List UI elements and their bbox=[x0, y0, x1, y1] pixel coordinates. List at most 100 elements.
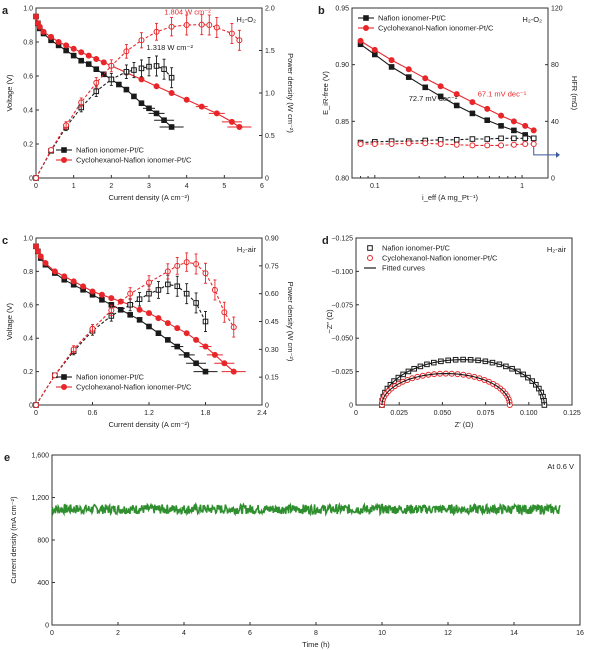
legend-label: Cyclohexanol-Nafion ionomer-Pt/C bbox=[76, 383, 192, 392]
fitted-curve bbox=[381, 373, 511, 406]
y2-tick-label: 80 bbox=[551, 62, 559, 69]
x-tick-label: 1.2 bbox=[144, 410, 154, 417]
legend-marker bbox=[367, 245, 373, 251]
x-tick-label: 0 bbox=[34, 410, 38, 417]
y2-tick-label: 1.0 bbox=[265, 91, 275, 98]
x-tick-label: 3 bbox=[147, 183, 151, 190]
data-point bbox=[123, 86, 130, 93]
peak-label: 1.804 W cm⁻² bbox=[164, 8, 211, 17]
data-point bbox=[131, 93, 137, 100]
panel-annotation: H₂-air bbox=[237, 245, 257, 254]
x-tick-label: 16 bbox=[576, 630, 584, 637]
data-point bbox=[510, 118, 517, 125]
y-tick-label: −0.125 bbox=[331, 236, 353, 243]
panel-annotation: H₂-O₂ bbox=[522, 15, 542, 24]
stability-trace bbox=[51, 501, 561, 517]
series-line bbox=[360, 40, 534, 131]
y-tick-label: 0.2 bbox=[23, 369, 33, 376]
data-point bbox=[371, 46, 378, 53]
series-line bbox=[360, 142, 534, 146]
legend-marker bbox=[61, 147, 67, 153]
y2-tick-label: 1.5 bbox=[265, 48, 275, 55]
data-point bbox=[453, 141, 460, 148]
panel-label-c: c bbox=[2, 235, 8, 247]
data-point bbox=[164, 320, 171, 327]
x-tick-label: 1.8 bbox=[201, 410, 211, 417]
y2-tick-label: 0.15 bbox=[265, 375, 279, 382]
x-tick-label: 0.1 bbox=[370, 183, 380, 190]
legend-label: Cyclohexanol-Nafion ionomer-Pt/C bbox=[76, 156, 192, 165]
legend-label: Nafion ionomer-Pt/C bbox=[76, 146, 145, 155]
series-line bbox=[35, 246, 235, 373]
data-point bbox=[93, 66, 100, 73]
x-tick-label: 0 bbox=[50, 630, 54, 637]
fitted-curve bbox=[381, 359, 545, 406]
y2-tick-label: 0.30 bbox=[265, 347, 279, 354]
slope-label: 72.7 mV dec⁻¹ bbox=[409, 94, 458, 103]
series-line bbox=[360, 137, 534, 144]
data-point bbox=[85, 61, 92, 67]
data-point bbox=[70, 278, 77, 285]
x-tick-label: 4 bbox=[185, 183, 189, 190]
series-line bbox=[35, 24, 240, 179]
y2-tick-label: 0.75 bbox=[265, 263, 279, 270]
data-point bbox=[522, 122, 529, 129]
data-point bbox=[183, 96, 190, 103]
plot-frame-e bbox=[51, 454, 581, 626]
data-point bbox=[484, 117, 491, 124]
data-point bbox=[437, 83, 444, 90]
legend-label: Nafion ionomer-Pt/C bbox=[76, 373, 145, 382]
data-point bbox=[484, 142, 491, 149]
legend-label: Nafion ionomer-Pt/C bbox=[382, 244, 451, 253]
data-point bbox=[37, 253, 44, 260]
x-tick-label: 0.075 bbox=[477, 410, 495, 417]
y2-tick-label: 0.90 bbox=[265, 236, 279, 243]
y-tick-label: 0 bbox=[45, 623, 49, 630]
x-tick-label: 8 bbox=[314, 630, 318, 637]
legend-marker bbox=[363, 25, 369, 31]
y2-tick-label: 40 bbox=[551, 119, 559, 126]
data-point bbox=[155, 330, 162, 336]
panel-annotation: At 0.6 V bbox=[547, 462, 574, 471]
data-point bbox=[117, 307, 124, 313]
data-point bbox=[522, 135, 528, 142]
data-point bbox=[138, 100, 145, 107]
legend-label: Nafion ionomer-Pt/C bbox=[378, 14, 447, 23]
data-point bbox=[63, 47, 69, 54]
x-tick-label: 6 bbox=[260, 183, 264, 190]
data-point bbox=[48, 33, 55, 40]
y-axis-label: −Z″ (Ω) bbox=[325, 309, 334, 334]
x-tick-label: 0.050 bbox=[434, 410, 452, 417]
y-tick-label: −0.100 bbox=[331, 269, 353, 276]
data-point bbox=[498, 135, 504, 142]
data-point bbox=[405, 74, 412, 80]
data-point bbox=[530, 141, 537, 147]
x-tick-label: 0.025 bbox=[390, 410, 408, 417]
data-point bbox=[469, 142, 476, 149]
y-tick-label: 800 bbox=[37, 538, 49, 545]
legend-marker bbox=[61, 384, 67, 390]
y-tick-label: 0.4 bbox=[23, 108, 33, 115]
y-tick-label: 1,200 bbox=[31, 495, 49, 502]
y-tick-label: 0.90 bbox=[335, 62, 349, 69]
x-tick-label: 0.100 bbox=[520, 410, 538, 417]
panel-label-b: b bbox=[318, 5, 325, 17]
data-point bbox=[136, 317, 143, 323]
x-axis-label: Z′ (Ω) bbox=[455, 420, 474, 429]
data-point bbox=[155, 315, 162, 322]
x-tick-label: 4 bbox=[182, 630, 186, 637]
axis-arrow bbox=[533, 146, 556, 156]
data-point bbox=[484, 136, 491, 142]
plot-frame-a bbox=[35, 7, 263, 179]
data-point bbox=[498, 112, 505, 119]
data-point bbox=[40, 28, 47, 35]
data-point bbox=[469, 99, 476, 106]
data-point bbox=[138, 76, 145, 83]
x-tick-label: 2 bbox=[116, 630, 120, 637]
data-point bbox=[33, 175, 39, 181]
legend-marker bbox=[61, 157, 67, 163]
data-point bbox=[34, 248, 41, 255]
y2-tick-label: 0.45 bbox=[265, 319, 279, 326]
peak-label: 1.318 W cm⁻² bbox=[147, 43, 194, 52]
y-axis-label: Voltage (V) bbox=[5, 302, 14, 340]
